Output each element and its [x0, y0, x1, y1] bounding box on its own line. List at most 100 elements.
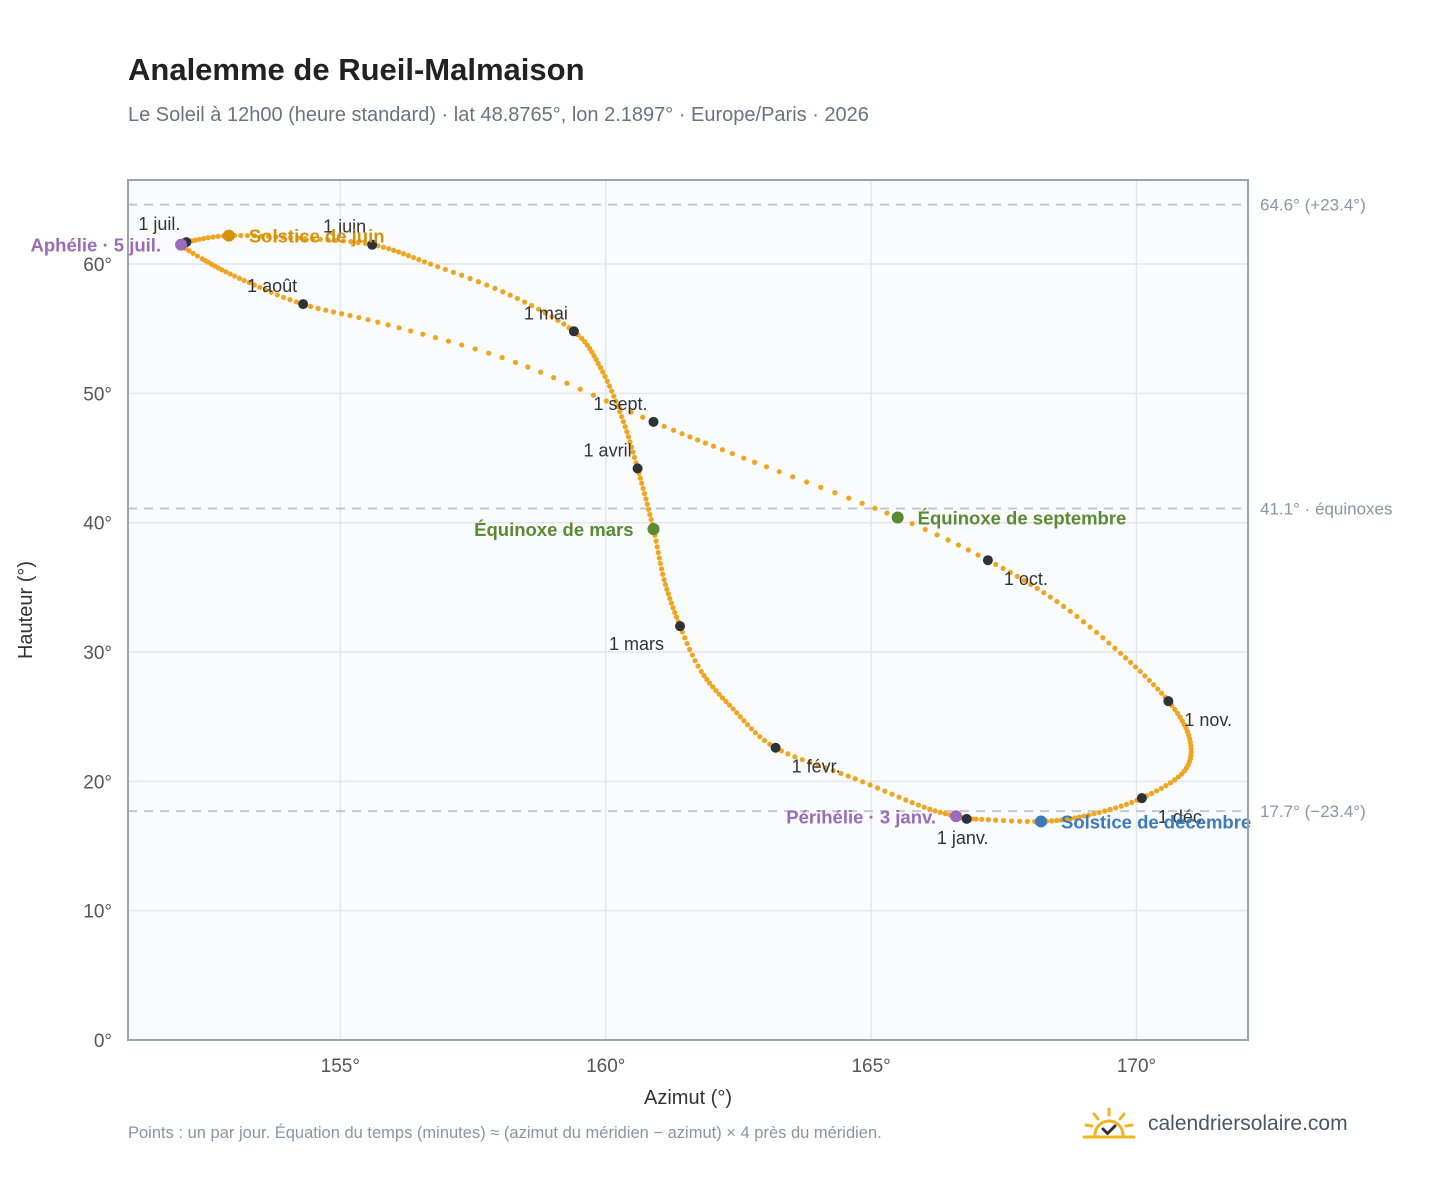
day-point — [1158, 690, 1165, 696]
day-point — [421, 259, 428, 265]
day-point — [590, 392, 597, 398]
day-point — [934, 532, 940, 538]
day-point — [673, 614, 680, 620]
day-point — [609, 388, 615, 394]
day-point — [937, 809, 943, 815]
day-point — [1163, 782, 1169, 789]
day-point — [1106, 640, 1112, 646]
event-marker — [1034, 815, 1047, 828]
day-point — [310, 236, 316, 242]
day-point — [645, 506, 652, 512]
day-point — [656, 555, 662, 561]
day-point — [287, 297, 293, 303]
day-point — [262, 287, 269, 293]
day-point — [246, 280, 252, 286]
day-point — [737, 714, 743, 720]
brand-name[interactable]: calendriersolaire.com — [1148, 1112, 1348, 1135]
day-point — [922, 526, 928, 533]
day-point — [380, 244, 387, 250]
day-point — [1000, 565, 1006, 572]
footnote: Points : un par jour. Équation du temps … — [128, 1124, 882, 1142]
day-point — [640, 414, 646, 420]
day-point — [1155, 686, 1161, 692]
day-point — [333, 237, 339, 243]
month-label: 1 oct. — [1004, 569, 1048, 589]
day-point — [600, 369, 606, 375]
day-point — [408, 328, 414, 334]
day-point — [670, 605, 676, 611]
day-point — [339, 311, 345, 317]
day-point — [1096, 809, 1102, 816]
day-point — [579, 335, 585, 341]
day-point — [975, 552, 981, 558]
day-point — [492, 285, 498, 291]
day-point — [637, 475, 643, 481]
day-point — [1076, 814, 1082, 820]
day-point — [752, 730, 759, 736]
day-point — [1009, 818, 1015, 824]
day-point — [644, 501, 650, 507]
day-point — [266, 233, 272, 240]
plot-background — [128, 180, 1248, 1040]
day-point — [525, 364, 531, 370]
day-point — [661, 423, 667, 429]
day-point — [631, 454, 638, 461]
event-label: Solstice de juin — [249, 226, 385, 247]
day-point — [244, 233, 251, 239]
day-point — [1118, 650, 1124, 656]
day-point — [792, 754, 798, 760]
day-point — [365, 317, 371, 323]
day-point — [340, 238, 346, 244]
x-tick-label: 160° — [586, 1056, 625, 1077]
sun-check-icon — [1082, 1107, 1136, 1139]
day-point — [302, 236, 308, 242]
day-point — [942, 811, 948, 817]
day-point — [330, 309, 337, 315]
day-point — [1028, 581, 1034, 587]
plot-frame — [127, 179, 1249, 1041]
day-point — [1000, 817, 1007, 824]
day-point — [486, 350, 492, 356]
day-point — [1123, 655, 1129, 661]
day-point — [450, 269, 456, 275]
day-point — [730, 706, 736, 712]
day-point — [604, 378, 610, 384]
reference-line-label: 64.6° (+23.4°) — [1260, 196, 1366, 215]
day-point — [356, 314, 362, 321]
day-point — [734, 710, 740, 716]
day-point — [1172, 777, 1178, 783]
day-point — [803, 479, 810, 485]
day-point — [323, 307, 329, 313]
day-point — [822, 765, 829, 771]
day-point — [1146, 677, 1152, 683]
day-point — [386, 246, 392, 252]
brand[interactable]: calendriersolaire.com — [1082, 1102, 1348, 1146]
day-point — [475, 279, 482, 285]
day-point — [838, 770, 844, 776]
day-point — [667, 595, 673, 602]
day-point — [395, 249, 402, 255]
day-point — [818, 484, 824, 490]
day-point — [232, 273, 238, 279]
day-point — [308, 303, 314, 309]
day-point — [405, 253, 412, 259]
y-tick-label: 40° — [83, 514, 112, 535]
month-marker — [961, 813, 972, 824]
day-point — [201, 235, 207, 242]
day-point — [1007, 569, 1013, 575]
day-point — [672, 609, 678, 616]
month-marker — [568, 326, 579, 337]
month-marker — [770, 742, 781, 753]
day-point — [860, 779, 866, 785]
day-point — [1102, 808, 1108, 814]
day-point — [619, 414, 625, 420]
day-point — [537, 369, 544, 375]
day-point — [648, 516, 654, 523]
day-point — [219, 267, 225, 273]
event-marker — [222, 229, 235, 242]
day-point — [692, 658, 698, 664]
day-point — [729, 450, 735, 457]
day-point — [660, 571, 666, 577]
y-tick-label: 50° — [83, 384, 112, 405]
day-point — [445, 338, 452, 344]
